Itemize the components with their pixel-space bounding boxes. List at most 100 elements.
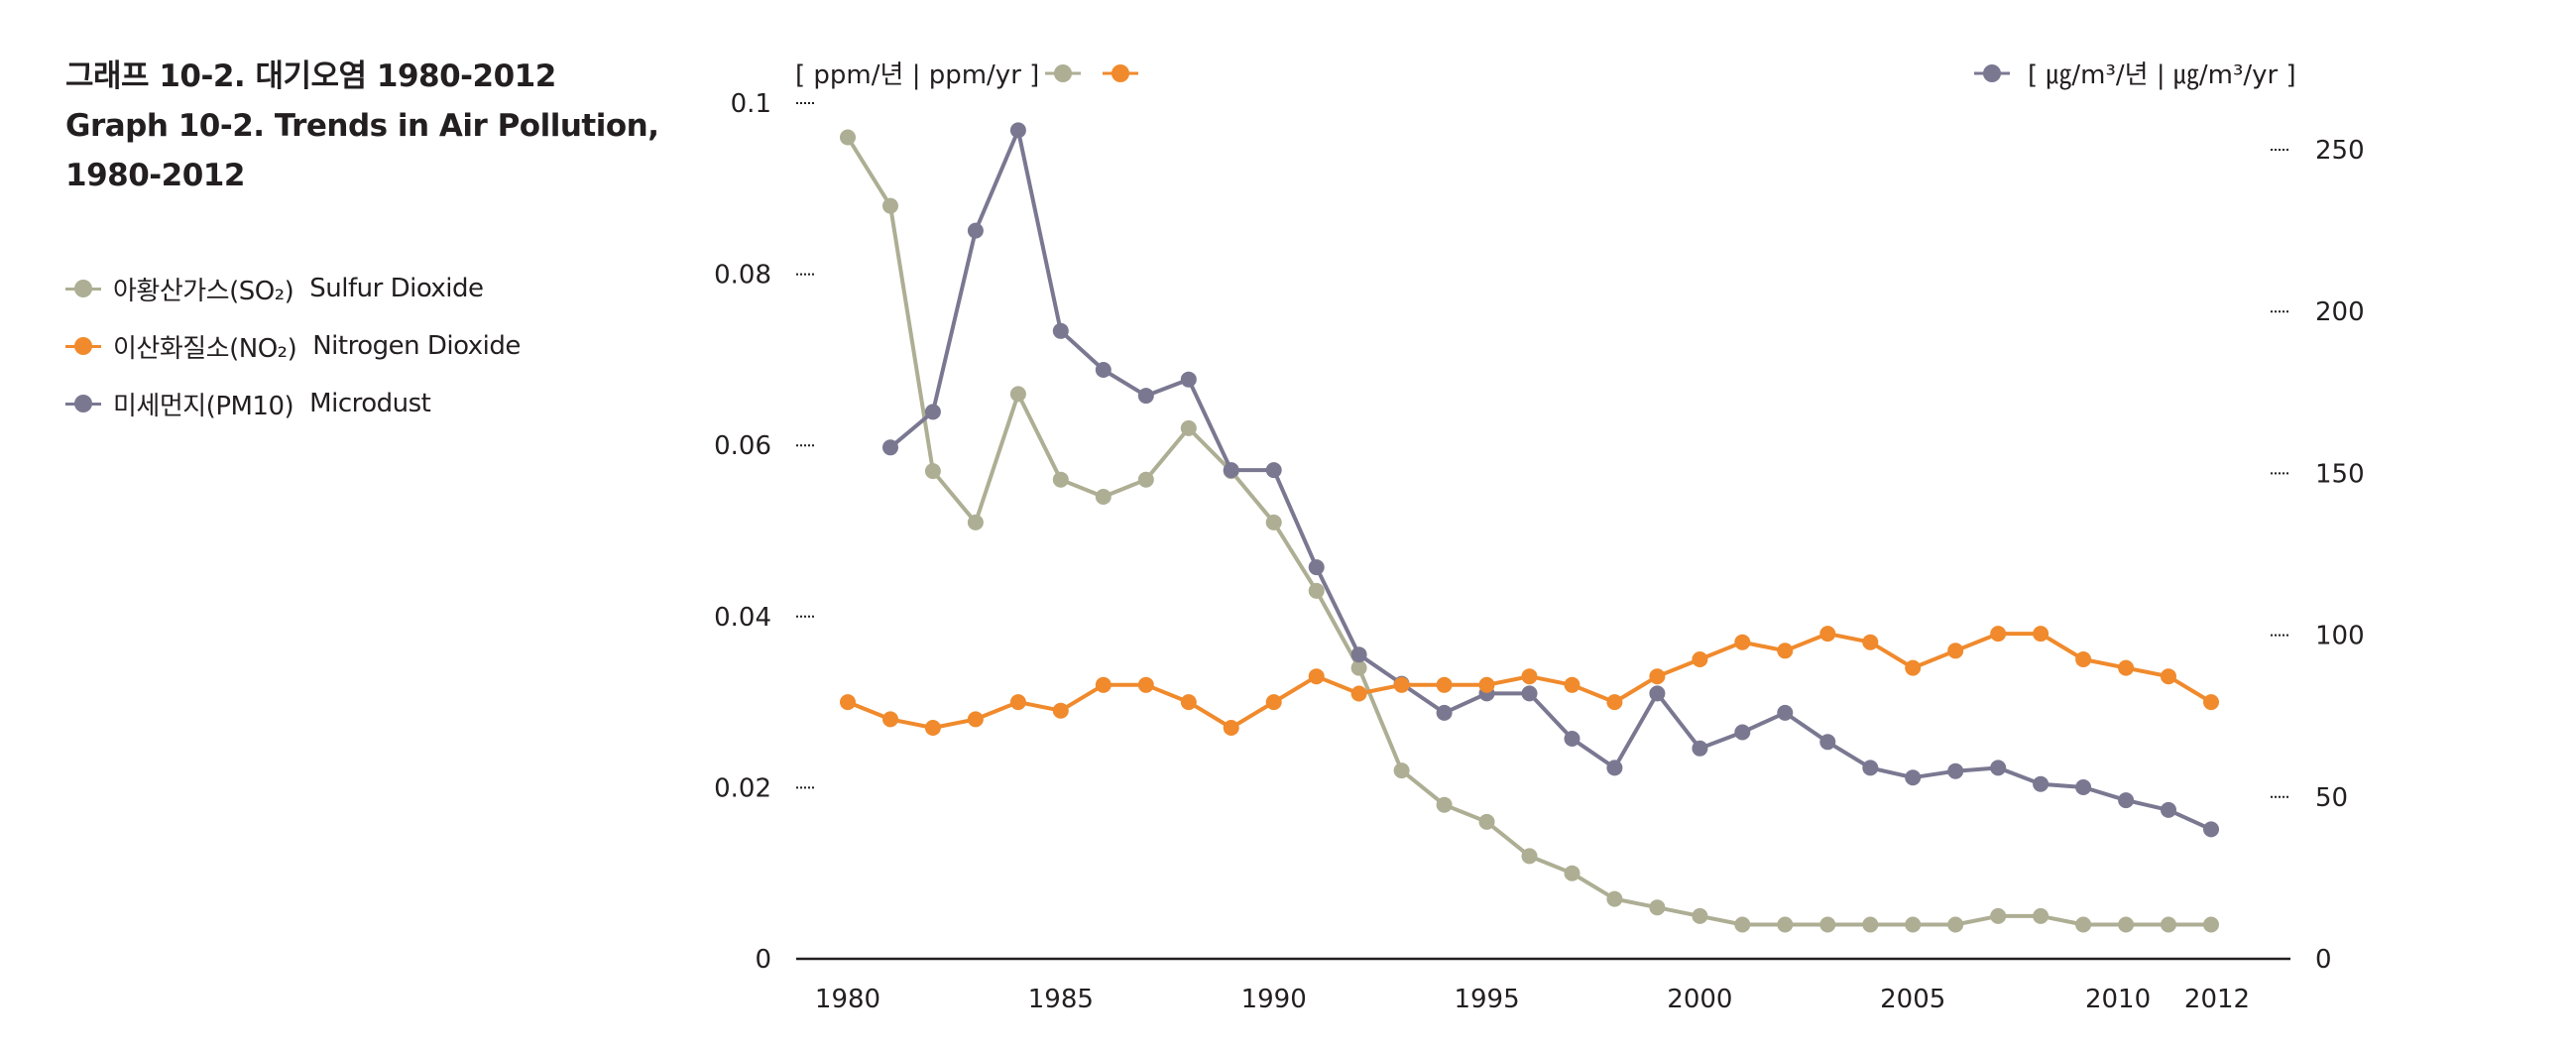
data-point	[2118, 659, 2135, 676]
data-point	[967, 222, 984, 239]
data-point	[1009, 122, 1026, 139]
legend-item-pm10: 미세먼지(PM10) Microdust	[65, 375, 521, 432]
data-point	[1606, 760, 1623, 776]
data-point	[1095, 362, 1112, 378]
data-point	[1947, 916, 1964, 933]
data-point	[1777, 704, 1794, 721]
left-tick-label: 0.02	[714, 773, 771, 803]
data-point	[1521, 685, 1538, 702]
x-tick-label: 2012	[2184, 985, 2250, 1014]
data-point	[1180, 371, 1197, 388]
legend-marker-dot	[74, 280, 92, 297]
title-line-1: 그래프 10-2. 대기오염 1980-2012	[65, 59, 556, 94]
left-tick-label: 0	[755, 945, 771, 975]
legend-marker-so2	[65, 279, 101, 298]
right-tick-label: 200	[2315, 297, 2365, 327]
data-point	[1478, 813, 1495, 830]
data-point	[1308, 559, 1325, 576]
data-point	[1350, 659, 1367, 676]
data-point	[882, 197, 898, 214]
data-point	[2161, 801, 2176, 818]
data-point	[1436, 676, 1453, 693]
data-point	[2075, 916, 2092, 933]
data-point	[1478, 676, 1495, 693]
right-tick-label: 250	[2315, 136, 2365, 166]
data-point	[1564, 676, 1581, 693]
left-tick-label: 0.06	[714, 431, 771, 461]
data-point	[1649, 899, 1666, 916]
series-line	[846, 136, 2211, 927]
data-point	[2033, 907, 2049, 924]
data-point	[1436, 796, 1453, 813]
data-point	[2161, 668, 2176, 685]
data-point	[1052, 322, 1069, 339]
legend-item-so2: 아황산가스(SO₂) Sulfur Dioxide	[65, 260, 521, 317]
legend: 아황산가스(SO₂) Sulfur Dioxide 이산화질소(NO₂) Nit…	[65, 260, 521, 432]
left-tick-label: 0.1	[731, 89, 771, 119]
data-point	[1095, 676, 1112, 693]
data-point	[1990, 907, 2007, 924]
unit-marker-no2-dot	[1112, 64, 1129, 82]
data-point	[1223, 462, 1239, 479]
legend-label-ko: 미세먼지(PM10)	[113, 391, 294, 421]
legend-label-ko: 이산화질소(NO₂)	[113, 333, 297, 364]
data-point	[1521, 668, 1538, 685]
data-point	[1350, 646, 1367, 663]
data-point	[924, 720, 941, 736]
data-point	[1606, 890, 1623, 907]
data-point	[1308, 668, 1325, 685]
right-axis-unit-label: [ ㎍/m³/년 | ㎍/m³/yr ]	[2028, 60, 2296, 90]
data-point	[1137, 388, 1154, 405]
data-point	[1265, 514, 1282, 530]
data-point	[1819, 626, 1836, 643]
data-point	[1564, 731, 1581, 747]
series-layer	[840, 122, 2219, 933]
data-point	[1095, 489, 1112, 505]
legend-marker-dot	[74, 395, 92, 412]
data-point	[2118, 792, 2135, 809]
right-tick-label: 0	[2315, 945, 2332, 975]
data-point	[1521, 848, 1538, 865]
data-point	[1692, 740, 1708, 757]
data-point	[2033, 626, 2049, 643]
data-point	[1052, 471, 1069, 488]
data-point	[1947, 643, 1964, 659]
data-point	[1862, 634, 1879, 650]
data-point	[1564, 865, 1581, 881]
x-tick-label: 1995	[1454, 985, 1519, 1014]
data-point	[1905, 659, 1922, 676]
data-point	[1734, 724, 1751, 741]
data-point	[1692, 907, 1708, 924]
data-point	[1990, 760, 2007, 776]
series-line	[888, 128, 2212, 832]
title-line-2: Graph 10-2. Trends in Air Pollution,	[65, 108, 659, 144]
data-point	[1436, 704, 1453, 721]
data-point	[2118, 916, 2135, 933]
chart-title: 그래프 10-2. 대기오염 1980-2012 Graph 10-2. Tre…	[65, 52, 680, 200]
data-point	[2203, 916, 2219, 933]
data-point	[840, 694, 856, 711]
data-point	[1862, 760, 1879, 776]
data-point	[967, 711, 984, 728]
data-point	[1649, 685, 1666, 702]
data-point	[1905, 916, 1922, 933]
right-tick-label: 150	[2315, 459, 2365, 489]
data-point	[1692, 651, 1708, 667]
data-point	[1265, 462, 1282, 479]
data-point	[1393, 762, 1410, 779]
data-point	[967, 514, 984, 530]
data-point	[1308, 582, 1325, 599]
data-point	[2161, 916, 2176, 933]
left-tick-label: 0.04	[714, 603, 771, 633]
x-tick-label: 1985	[1028, 985, 1094, 1014]
data-point	[1777, 916, 1794, 933]
data-point	[882, 439, 898, 456]
data-point	[924, 463, 941, 480]
data-point	[1052, 702, 1069, 719]
legend-label-en: Nitrogen Dioxide	[312, 331, 521, 361]
data-point	[2033, 775, 2049, 792]
data-point	[1223, 720, 1239, 736]
x-tick-label: 1980	[815, 985, 880, 1014]
data-point	[1862, 916, 1879, 933]
data-point	[1606, 694, 1623, 711]
